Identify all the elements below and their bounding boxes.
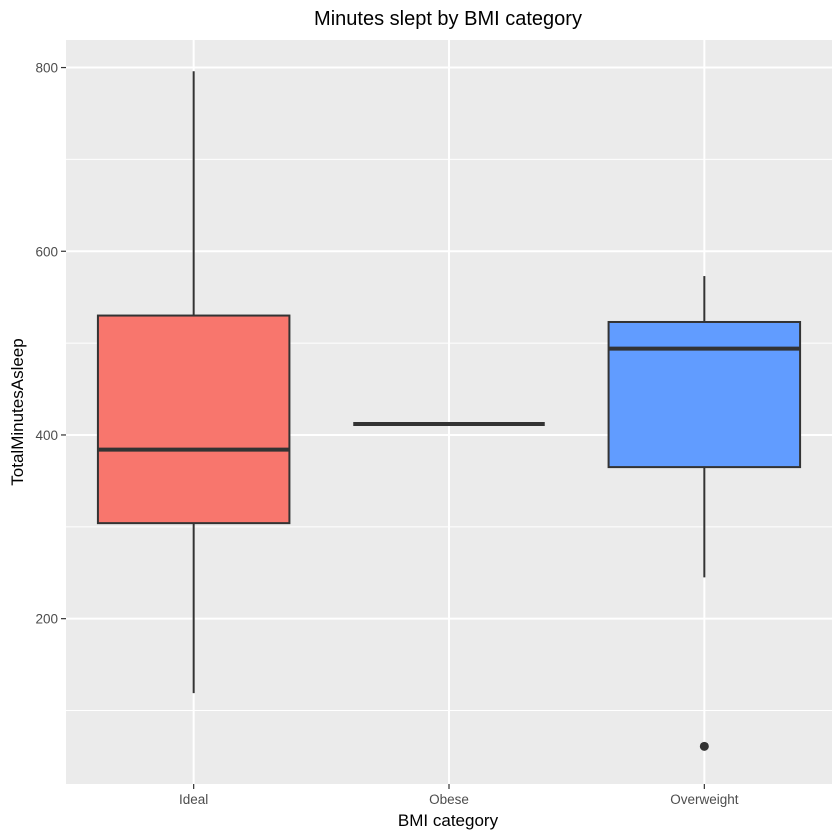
y-tick-label: 800 — [35, 61, 58, 76]
boxplot-overweight — [607, 276, 802, 751]
y-tick-label: 600 — [35, 244, 58, 259]
outlier-point — [699, 741, 709, 751]
x-axis: Ideal Obese Overweight — [179, 784, 739, 807]
x-axis-title: BMI category — [398, 811, 499, 830]
y-axis: 200 400 600 800 — [35, 61, 66, 627]
y-tick-label: 400 — [35, 428, 58, 443]
x-tick-label: Overweight — [670, 792, 739, 807]
y-tick-label: 200 — [35, 612, 58, 627]
x-tick-label: Ideal — [179, 792, 208, 807]
box — [96, 314, 291, 525]
box — [607, 320, 802, 469]
chart-title: Minutes slept by BMI category — [314, 8, 582, 30]
boxplot-ideal — [96, 71, 291, 694]
y-axis-title: TotalMinutesAsleep — [8, 338, 27, 485]
x-tick-label: Obese — [429, 792, 469, 807]
boxplots — [96, 71, 802, 751]
